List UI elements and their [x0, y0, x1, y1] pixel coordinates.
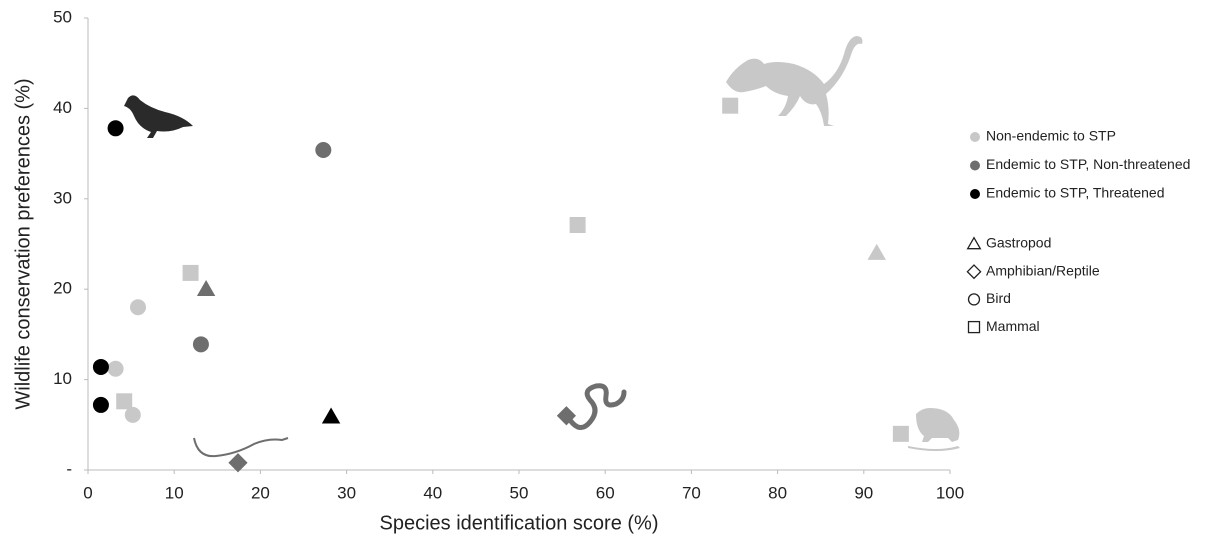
point — [228, 453, 247, 472]
point — [197, 280, 215, 296]
point — [868, 244, 886, 260]
legend-marker — [970, 161, 980, 171]
legend-marker — [967, 265, 980, 278]
caecilian — [194, 438, 288, 456]
legend-marker — [969, 322, 980, 333]
point — [108, 120, 124, 136]
y-tick-label: 40 — [53, 98, 72, 117]
legend-marker — [968, 238, 981, 249]
point — [93, 359, 109, 375]
x-tick-label: 30 — [337, 483, 356, 502]
monkey — [726, 36, 862, 126]
y-tick-label: 10 — [53, 369, 72, 388]
y-axis-title: Wildlife conservation preferences (%) — [12, 78, 34, 409]
point — [322, 407, 340, 423]
y-tick-label: - — [66, 459, 72, 478]
y-tick-label: 20 — [53, 279, 72, 298]
legend-marker — [970, 132, 980, 142]
rat — [908, 408, 960, 451]
x-tick-label: 50 — [510, 483, 529, 502]
legend-label: Bird — [986, 290, 1011, 306]
point — [722, 98, 738, 114]
legend-label: Endemic to STP, Threatened — [986, 185, 1164, 201]
x-tick-label: 70 — [682, 483, 701, 502]
point — [116, 393, 132, 409]
x-axis-title: Species identification score (%) — [379, 512, 658, 534]
legend-label: Gastropod — [986, 235, 1051, 251]
point — [570, 217, 586, 233]
legend-label: Endemic to STP, Non-threatened — [986, 156, 1190, 172]
snake — [570, 386, 624, 428]
x-tick-label: 20 — [251, 483, 270, 502]
y-tick-label: 50 — [53, 7, 72, 26]
legend: Non-endemic to STP Endemic to STP, Non-th… — [967, 128, 1190, 334]
legend-label: Mammal — [986, 318, 1040, 334]
x-tick-label: 60 — [596, 483, 615, 502]
x-tick-label: 10 — [165, 483, 184, 502]
point — [893, 426, 909, 442]
point — [315, 142, 331, 158]
x-tick-label: 40 — [423, 483, 442, 502]
x-tick-label: 0 — [83, 483, 92, 502]
x-tick-label: 90 — [854, 483, 873, 502]
legend-label: Non-endemic to STP — [986, 128, 1116, 144]
chart: Species identification score (%) Wildlif… — [0, 0, 1225, 539]
point — [183, 265, 199, 281]
legend-label: Amphibian/Reptile — [986, 262, 1100, 278]
point — [130, 299, 146, 315]
point — [193, 336, 209, 352]
x-tick-label: 80 — [768, 483, 787, 502]
point — [93, 397, 109, 413]
point — [108, 361, 124, 377]
point — [125, 407, 141, 423]
pigeon — [124, 95, 193, 138]
x-tick-label: 100 — [936, 483, 964, 502]
y-tick-label: 30 — [53, 188, 72, 207]
legend-marker — [969, 294, 980, 305]
silhouettes — [124, 36, 960, 456]
legend-marker — [970, 189, 980, 199]
